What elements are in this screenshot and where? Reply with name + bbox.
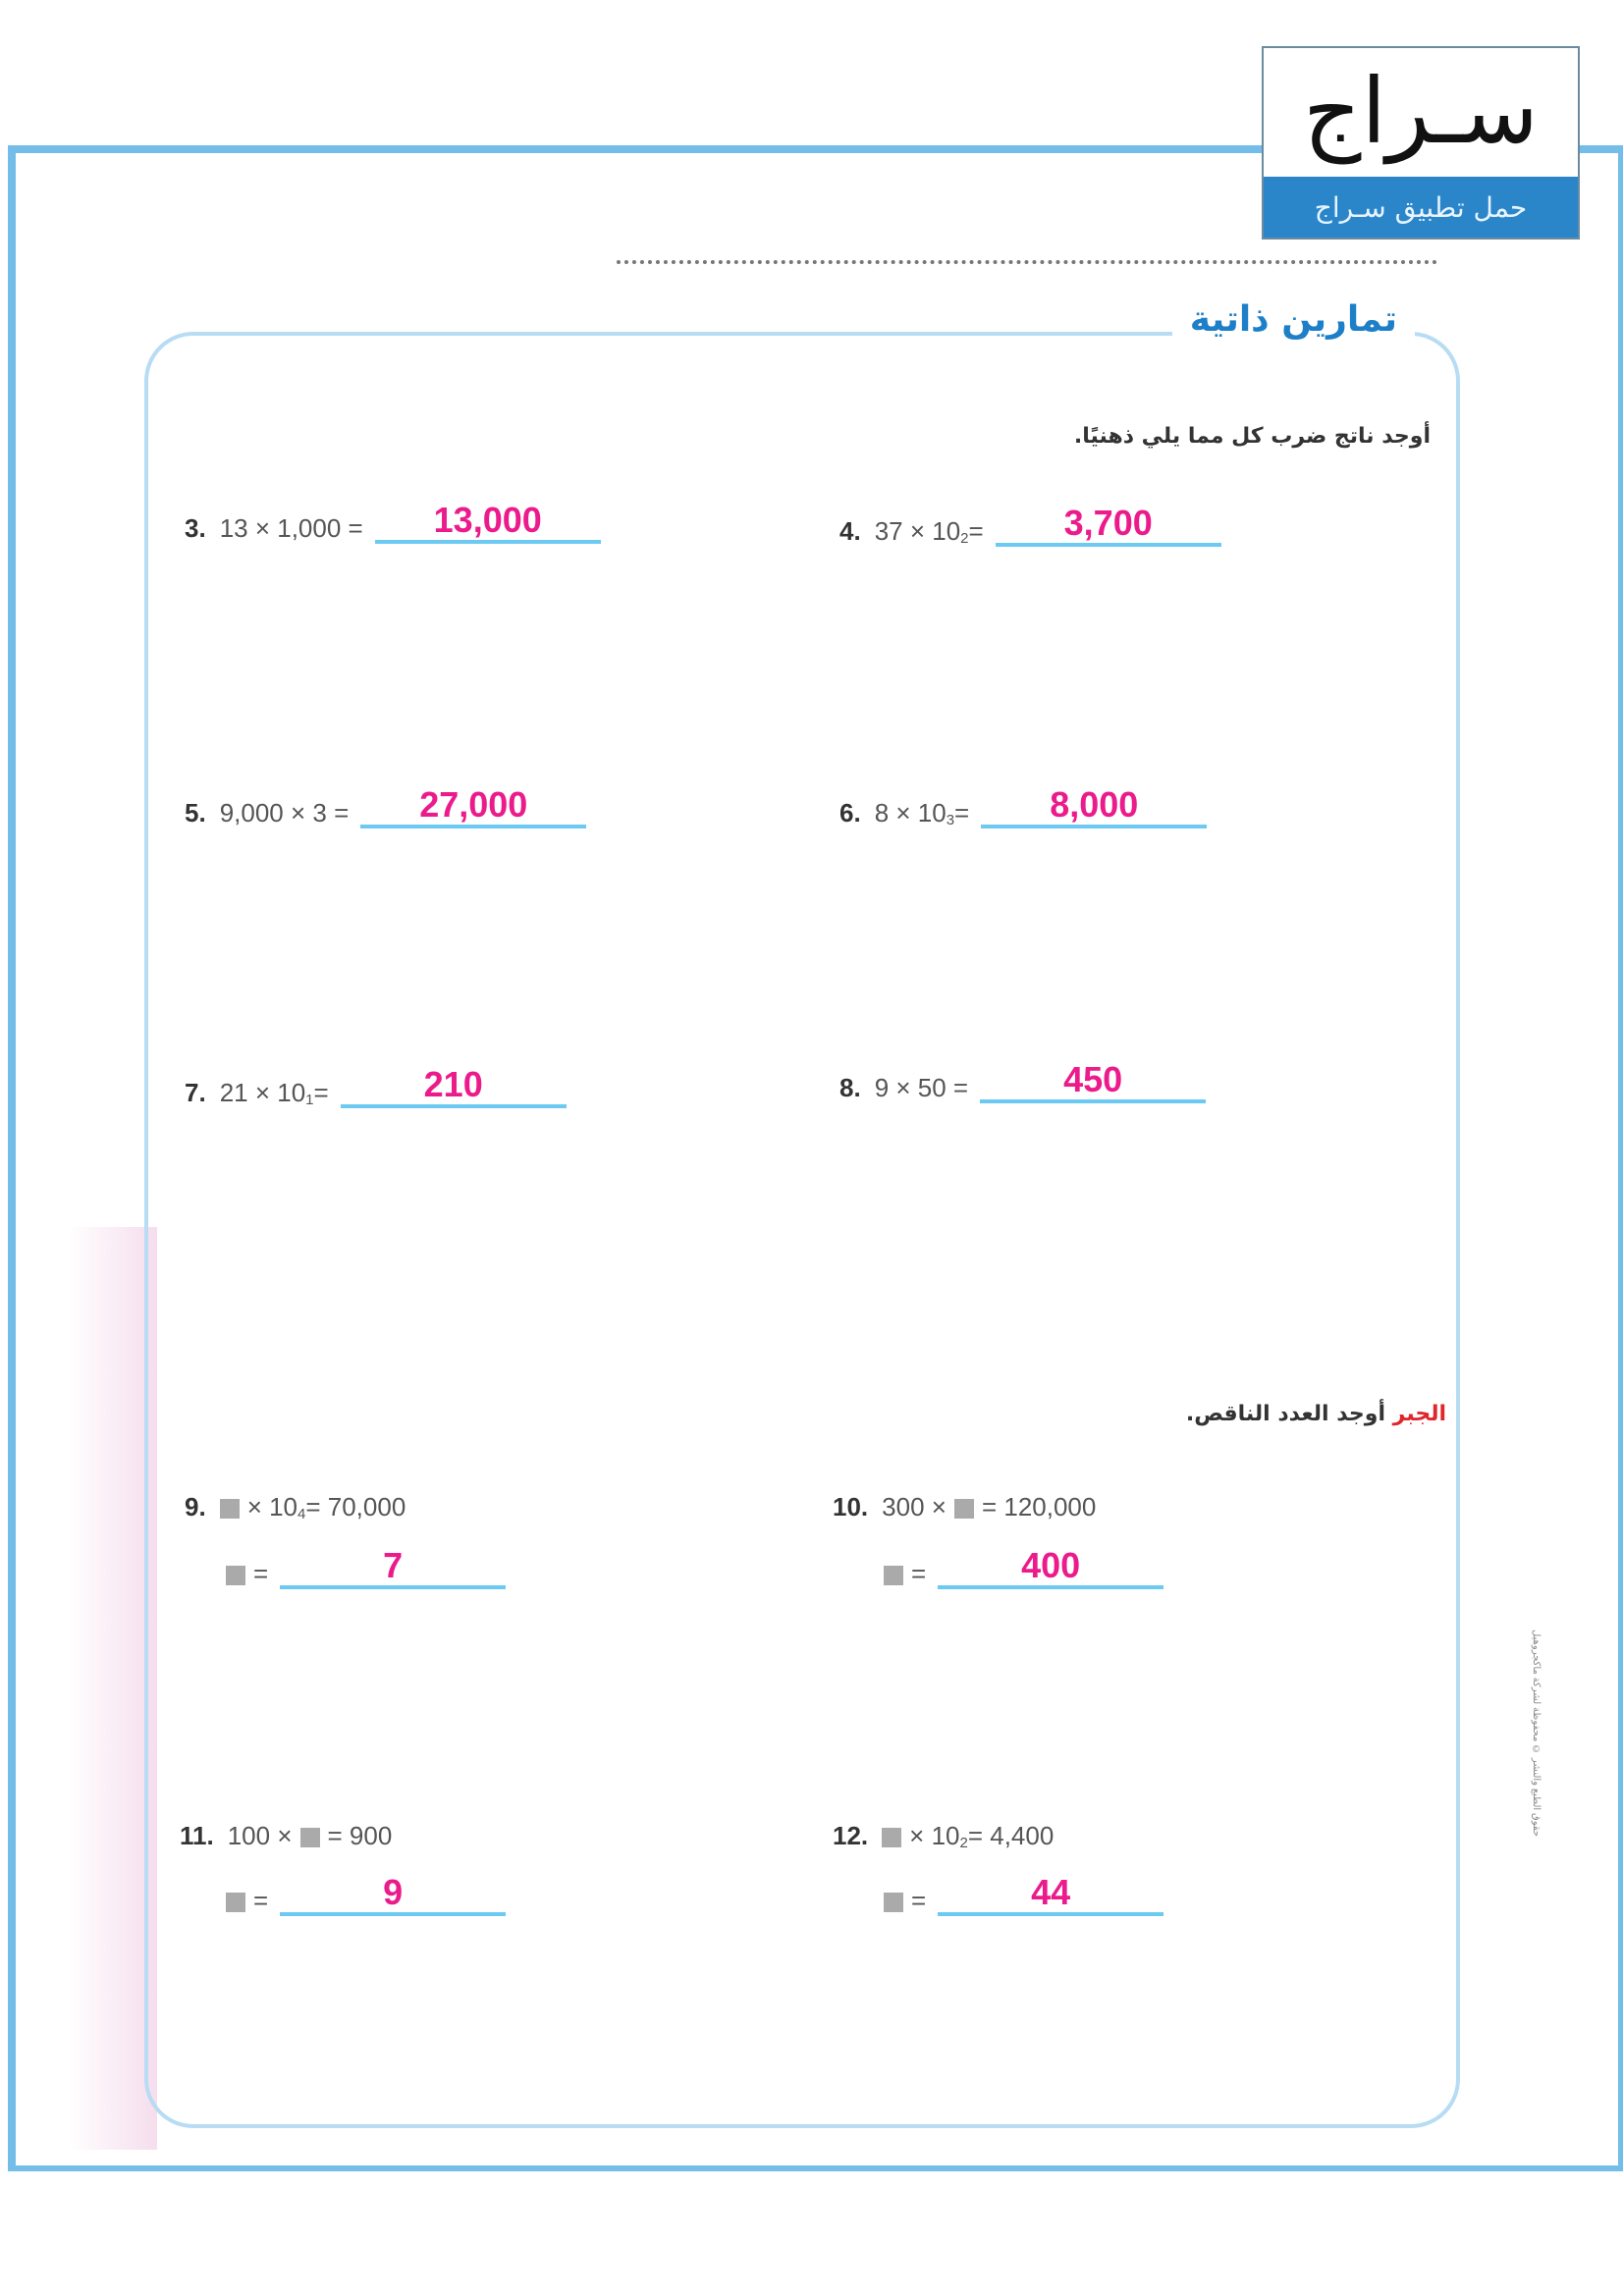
copyright-note: حقوق الطبع والنشر © محفوظة لشركة ماكجروه…	[1531, 1629, 1542, 1838]
answer[interactable]: 8,000	[981, 785, 1208, 828]
missing-box-icon	[884, 1893, 903, 1912]
decorative-wash	[69, 1227, 157, 2150]
answer-9: = 7	[226, 1546, 507, 1589]
problem-10: 10. 300 × = 120,000	[833, 1492, 1097, 1522]
problem-7: 7. 21 × 10 1 = 210	[185, 1065, 567, 1108]
logo-name: سـراج	[1303, 58, 1539, 164]
answer[interactable]: 13,000	[374, 501, 601, 544]
problem-12: 12. × 10 2 = 4,400	[833, 1821, 1055, 1851]
problem-6: 6. 8 × 10 3 = 8,000	[839, 785, 1208, 828]
dotted-divider	[617, 260, 1437, 264]
problem-9: 9. × 10 4 = 70,000	[185, 1492, 406, 1522]
answer-11: = 9	[226, 1873, 507, 1916]
problem-3: 3. 13 × 1,000 = 13,000	[185, 501, 601, 544]
exercise-box	[144, 332, 1460, 2128]
problem-5: 5. 9,000 × 3 = 27,000	[185, 785, 587, 828]
missing-box-icon	[882, 1828, 902, 1847]
page-frame	[8, 145, 1623, 2171]
answer-10: = 400	[884, 1546, 1164, 1589]
problem-4: 4. 37 × 10 2 = 3,700	[839, 504, 1221, 547]
siraj-logo[interactable]: سـراج حمل تطبيق سـراج	[1262, 46, 1580, 240]
missing-box-icon	[884, 1566, 903, 1585]
algebra-instruction: الجبر أوجد العدد الناقص.	[1185, 1402, 1446, 1426]
answer[interactable]: 27,000	[360, 785, 587, 828]
missing-box-icon	[299, 1828, 320, 1847]
answer[interactable]: 450	[980, 1060, 1207, 1103]
missing-box-icon	[226, 1566, 245, 1585]
algebra-tag: الجبر	[1392, 1402, 1446, 1426]
problem-8: 8. 9 × 50 = 450	[839, 1060, 1207, 1103]
answer-12: = 44	[884, 1873, 1164, 1916]
missing-box-icon	[219, 1499, 240, 1519]
problem-11: 11. 100 × = 900	[180, 1821, 393, 1850]
answer[interactable]: 210	[340, 1065, 567, 1108]
instruction: أوجد ناتج ضرب كل مما يلي ذهنيًا.	[1073, 424, 1431, 449]
missing-box-icon	[226, 1893, 245, 1912]
missing-box-icon	[953, 1499, 974, 1519]
section-title: تمارين ذاتية	[1171, 299, 1415, 340]
logo-tagline: حمل تطبيق سـراج	[1264, 177, 1578, 238]
answer[interactable]: 3,700	[995, 504, 1221, 547]
